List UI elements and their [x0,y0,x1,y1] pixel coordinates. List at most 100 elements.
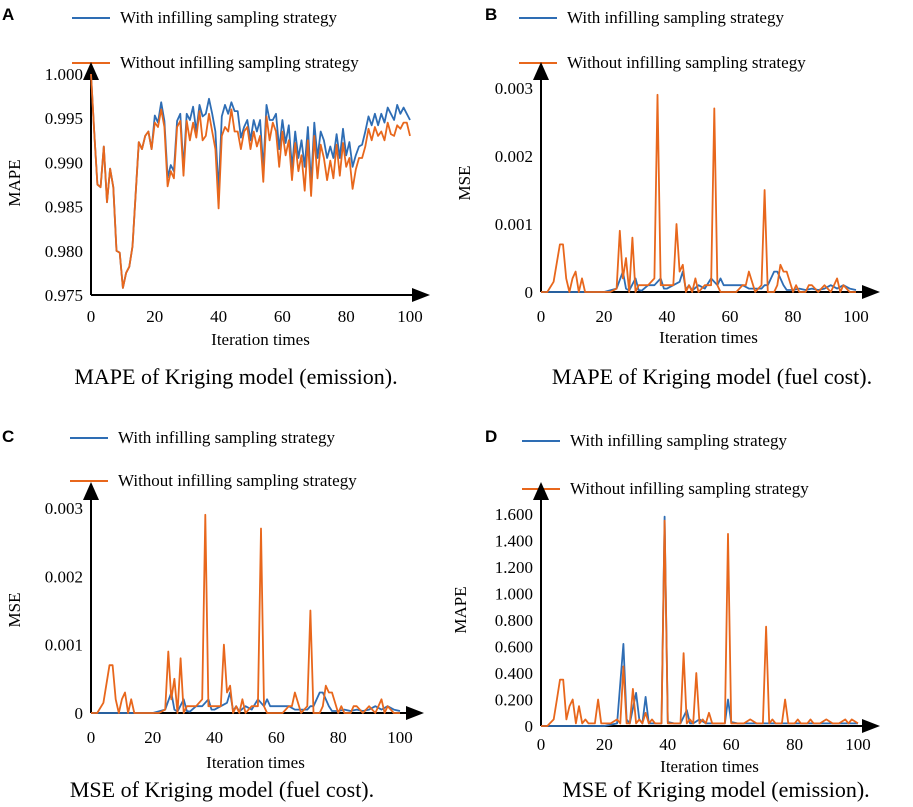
x-axis-title: Iteration times [211,330,310,349]
series-group [90,73,411,289]
y-tick-label: 1.000 [45,65,83,84]
x-axis-arrow-icon [412,288,430,302]
panel-letter: C [2,427,14,446]
axes: 0 20 40 60 80 100 0 0.200 0.400 0.600 0.800 1.000 1.… [495,482,880,754]
y-tick-label: 0.003 [45,499,83,518]
legend-label-without: Without infilling sampling strategy [570,479,809,498]
panel-a: A With infilling sampling strategy Without… [2,5,430,389]
y-axis-arrow-icon [83,482,99,500]
panel-c: C With infilling sampling strategy Without… [2,427,424,802]
y-tick-label: 0.995 [45,109,83,128]
panel-d: D With infilling sampling strategy Without… [451,427,880,802]
panel-caption: MSE of Kriging model (emission). [562,777,869,802]
y-tick-label: 1.400 [495,532,533,551]
x-tick-label: 40 [210,307,227,326]
x-tick-label: 0 [537,735,546,754]
panel-b: B With infilling sampling strategy Without… [455,5,880,389]
x-axis-title: Iteration times [659,328,758,347]
y-tick-label: 0.002 [45,567,83,586]
x-axis-title: Iteration times [660,757,759,776]
x-tick-label: 100 [397,307,423,326]
x-tick-label: 80 [330,728,347,747]
y-tick-label: 0.001 [495,215,533,234]
x-tick-label: 60 [723,735,740,754]
x-tick-label: 40 [659,307,676,326]
y-tick-label: 0 [525,717,534,736]
y-axis-title: MSE [5,593,24,628]
series-line-with [541,515,858,727]
panel-caption: MSE of Kriging model (fuel cost). [70,777,374,802]
y-axis-arrow-icon [83,62,99,80]
y-tick-label: 0.800 [495,611,533,630]
series-line-without [541,93,856,293]
x-tick-label: 20 [144,728,161,747]
y-axis-arrow-icon [533,482,549,500]
panel-letter: B [485,5,497,24]
legend-label-with: With infilling sampling strategy [118,428,335,447]
x-tick-label: 0 [537,307,546,326]
legend-label-with: With infilling sampling strategy [120,8,337,27]
y-tick-label: 0.002 [495,147,533,166]
y-tick-label: 0 [525,283,534,302]
y-axis-title: MAPE [451,586,470,633]
x-tick-label: 20 [596,307,613,326]
legend-label-with: With infilling sampling strategy [567,8,784,27]
legend-label-without: Without infilling sampling strategy [567,53,806,72]
x-tick-label: 40 [659,735,676,754]
panel-letter: D [485,427,497,446]
legend: With infilling sampling strategy Without … [522,431,809,498]
x-tick-label: 0 [87,307,96,326]
y-tick-label: 1.000 [495,585,533,604]
x-tick-label: 20 [596,735,613,754]
legend-label-with: With infilling sampling strategy [570,431,787,450]
y-tick-label: 0 [75,704,84,723]
x-tick-label: 60 [274,307,291,326]
y-tick-label: 1.200 [495,558,533,577]
y-tick-label: 0.985 [45,198,83,217]
legend: With infilling sampling strategy Without … [72,8,359,72]
axes: 0 20 40 60 80 100 0 0.001 0.002 0.003 [45,482,424,747]
x-axis-arrow-icon [862,285,880,299]
y-tick-label: 0.400 [495,664,533,683]
x-tick-label: 40 [206,728,223,747]
legend: With infilling sampling strategy Without … [70,428,357,490]
y-tick-label: 1.600 [495,505,533,524]
panel-caption: MAPE of Kriging model (fuel cost). [552,364,872,389]
x-tick-label: 80 [785,307,802,326]
y-tick-label: 0.200 [495,691,533,710]
y-tick-label: 0.001 [45,636,83,655]
panel-caption: MAPE of Kriging model (emission). [74,364,397,389]
x-tick-label: 60 [722,307,739,326]
x-tick-label: 100 [843,307,869,326]
y-tick-label: 0.600 [495,638,533,657]
panel-letter: A [2,5,14,24]
y-axis-title: MAPE [5,159,24,206]
x-tick-label: 0 [87,728,96,747]
x-axis-arrow-icon [406,706,424,720]
y-axis-title: MSE [455,166,474,201]
series-group [541,93,857,293]
y-tick-label: 0.975 [45,286,83,305]
y-tick-label: 0.990 [45,153,83,172]
axes: 0 20 40 60 80 100 0 0.001 0.002 0.003 [495,62,880,326]
series-line-without [541,519,859,727]
series-line-without [91,513,400,714]
x-tick-label: 80 [338,307,355,326]
series-group [541,515,859,727]
legend-label-without: Without infilling sampling strategy [120,53,359,72]
x-axis-title: Iteration times [206,753,305,772]
x-axis-arrow-icon [862,719,880,733]
legend: With infilling sampling strategy Without … [519,8,806,72]
x-tick-label: 80 [786,735,803,754]
legend-label-without: Without infilling sampling strategy [118,471,357,490]
y-tick-label: 0.980 [45,242,83,261]
axes: 0 20 40 60 80 100 0.975 0.980 0.985 0.990 0.995 1.0… [45,62,430,326]
y-tick-label: 0.003 [495,79,533,98]
x-tick-label: 100 [845,735,871,754]
x-tick-label: 100 [387,728,413,747]
series-line-with [90,73,411,289]
x-tick-label: 20 [146,307,163,326]
x-tick-label: 60 [268,728,285,747]
y-axis-arrow-icon [533,62,549,80]
